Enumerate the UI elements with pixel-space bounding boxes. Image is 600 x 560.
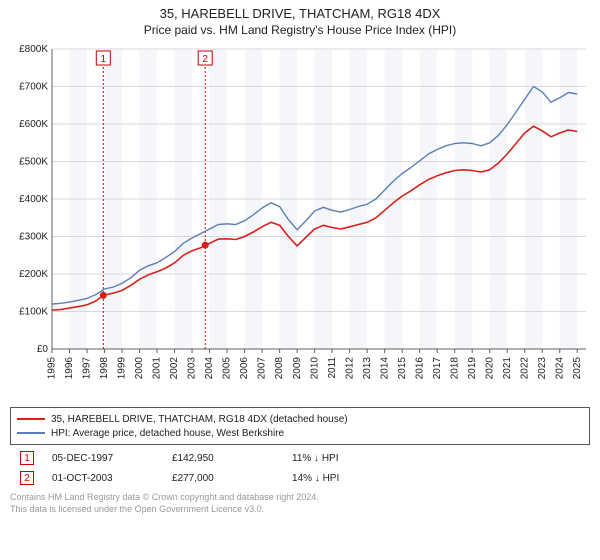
svg-text:2014: 2014 bbox=[379, 357, 390, 380]
svg-text:1997: 1997 bbox=[82, 357, 93, 380]
price-hpi-chart: £0 £100K £200K £300K £400K £500K £600K £700K £80… bbox=[10, 43, 590, 403]
svg-text:2008: 2008 bbox=[274, 357, 285, 380]
attribution-line2: This data is licensed under the Open Gov… bbox=[10, 503, 590, 515]
svg-text:2017: 2017 bbox=[432, 357, 443, 380]
svg-text:1: 1 bbox=[101, 54, 107, 65]
svg-text:2011: 2011 bbox=[327, 357, 338, 379]
marker-delta-2: 14% ↓ HPI bbox=[292, 473, 412, 484]
svg-text:2025: 2025 bbox=[572, 357, 583, 380]
legend-label-property: 35, HAREBELL DRIVE, THATCHAM, RG18 4DX (… bbox=[51, 414, 348, 425]
svg-text:1998: 1998 bbox=[99, 357, 110, 380]
svg-text:2002: 2002 bbox=[169, 357, 180, 380]
legend-swatch-property bbox=[17, 418, 45, 420]
svg-text:2018: 2018 bbox=[449, 357, 460, 380]
legend-box: 35, HAREBELL DRIVE, THATCHAM, RG18 4DX (… bbox=[10, 407, 590, 445]
svg-text:£800K: £800K bbox=[19, 44, 48, 55]
svg-text:£400K: £400K bbox=[19, 194, 48, 205]
marker-date-2: 01-OCT-2003 bbox=[52, 473, 172, 484]
svg-text:2015: 2015 bbox=[397, 357, 408, 380]
legend-item-hpi: HPI: Average price, detached house, West… bbox=[17, 426, 583, 440]
svg-text:2007: 2007 bbox=[257, 357, 268, 380]
svg-text:£700K: £700K bbox=[19, 82, 48, 93]
chart-title-address: 35, HAREBELL DRIVE, THATCHAM, RG18 4DX bbox=[10, 6, 590, 21]
marker-row-1: 1 05-DEC-1997 £142,950 11% ↓ HPI bbox=[10, 451, 590, 465]
svg-text:2021: 2021 bbox=[502, 357, 513, 380]
svg-text:2006: 2006 bbox=[239, 357, 250, 380]
svg-text:£100K: £100K bbox=[19, 307, 48, 318]
svg-text:2016: 2016 bbox=[414, 357, 425, 380]
svg-text:2013: 2013 bbox=[362, 357, 373, 380]
chart-container: 35, HAREBELL DRIVE, THATCHAM, RG18 4DX P… bbox=[0, 0, 600, 519]
marker-date-1: 05-DEC-1997 bbox=[52, 453, 172, 464]
marker-delta-1: 11% ↓ HPI bbox=[292, 453, 412, 464]
svg-text:2012: 2012 bbox=[344, 357, 355, 380]
svg-text:2005: 2005 bbox=[222, 357, 233, 380]
legend-item-property: 35, HAREBELL DRIVE, THATCHAM, RG18 4DX (… bbox=[17, 412, 583, 426]
svg-text:2009: 2009 bbox=[292, 357, 303, 380]
svg-text:2000: 2000 bbox=[134, 357, 145, 380]
svg-text:£200K: £200K bbox=[19, 269, 48, 280]
svg-text:2003: 2003 bbox=[187, 357, 198, 380]
svg-text:£300K: £300K bbox=[19, 232, 48, 243]
svg-text:2004: 2004 bbox=[204, 357, 215, 380]
svg-text:2: 2 bbox=[202, 54, 208, 65]
svg-text:£500K: £500K bbox=[19, 157, 48, 168]
svg-text:1996: 1996 bbox=[64, 357, 75, 380]
legend-swatch-hpi bbox=[17, 432, 45, 434]
marker-price-1: £142,950 bbox=[172, 453, 292, 464]
svg-text:1995: 1995 bbox=[47, 357, 58, 380]
marker-badge-2: 2 bbox=[20, 471, 34, 485]
svg-text:2019: 2019 bbox=[467, 357, 478, 380]
marker-price-2: £277,000 bbox=[172, 473, 292, 484]
svg-text:£0: £0 bbox=[37, 344, 49, 355]
svg-text:2023: 2023 bbox=[537, 357, 548, 380]
attribution-line1: Contains HM Land Registry data © Crown c… bbox=[10, 491, 590, 503]
marker-row-2: 2 01-OCT-2003 £277,000 14% ↓ HPI bbox=[10, 471, 590, 485]
attribution: Contains HM Land Registry data © Crown c… bbox=[10, 491, 590, 515]
chart-title-sub: Price paid vs. HM Land Registry's House … bbox=[10, 23, 590, 37]
svg-text:1999: 1999 bbox=[117, 357, 128, 380]
svg-text:2024: 2024 bbox=[554, 357, 565, 380]
svg-text:2020: 2020 bbox=[484, 357, 495, 380]
svg-text:2010: 2010 bbox=[309, 357, 320, 380]
svg-text:2022: 2022 bbox=[519, 357, 530, 380]
legend-label-hpi: HPI: Average price, detached house, West… bbox=[51, 428, 284, 439]
marker-badge-1: 1 bbox=[20, 451, 34, 465]
svg-text:2001: 2001 bbox=[152, 357, 163, 380]
svg-text:£600K: £600K bbox=[19, 119, 48, 130]
